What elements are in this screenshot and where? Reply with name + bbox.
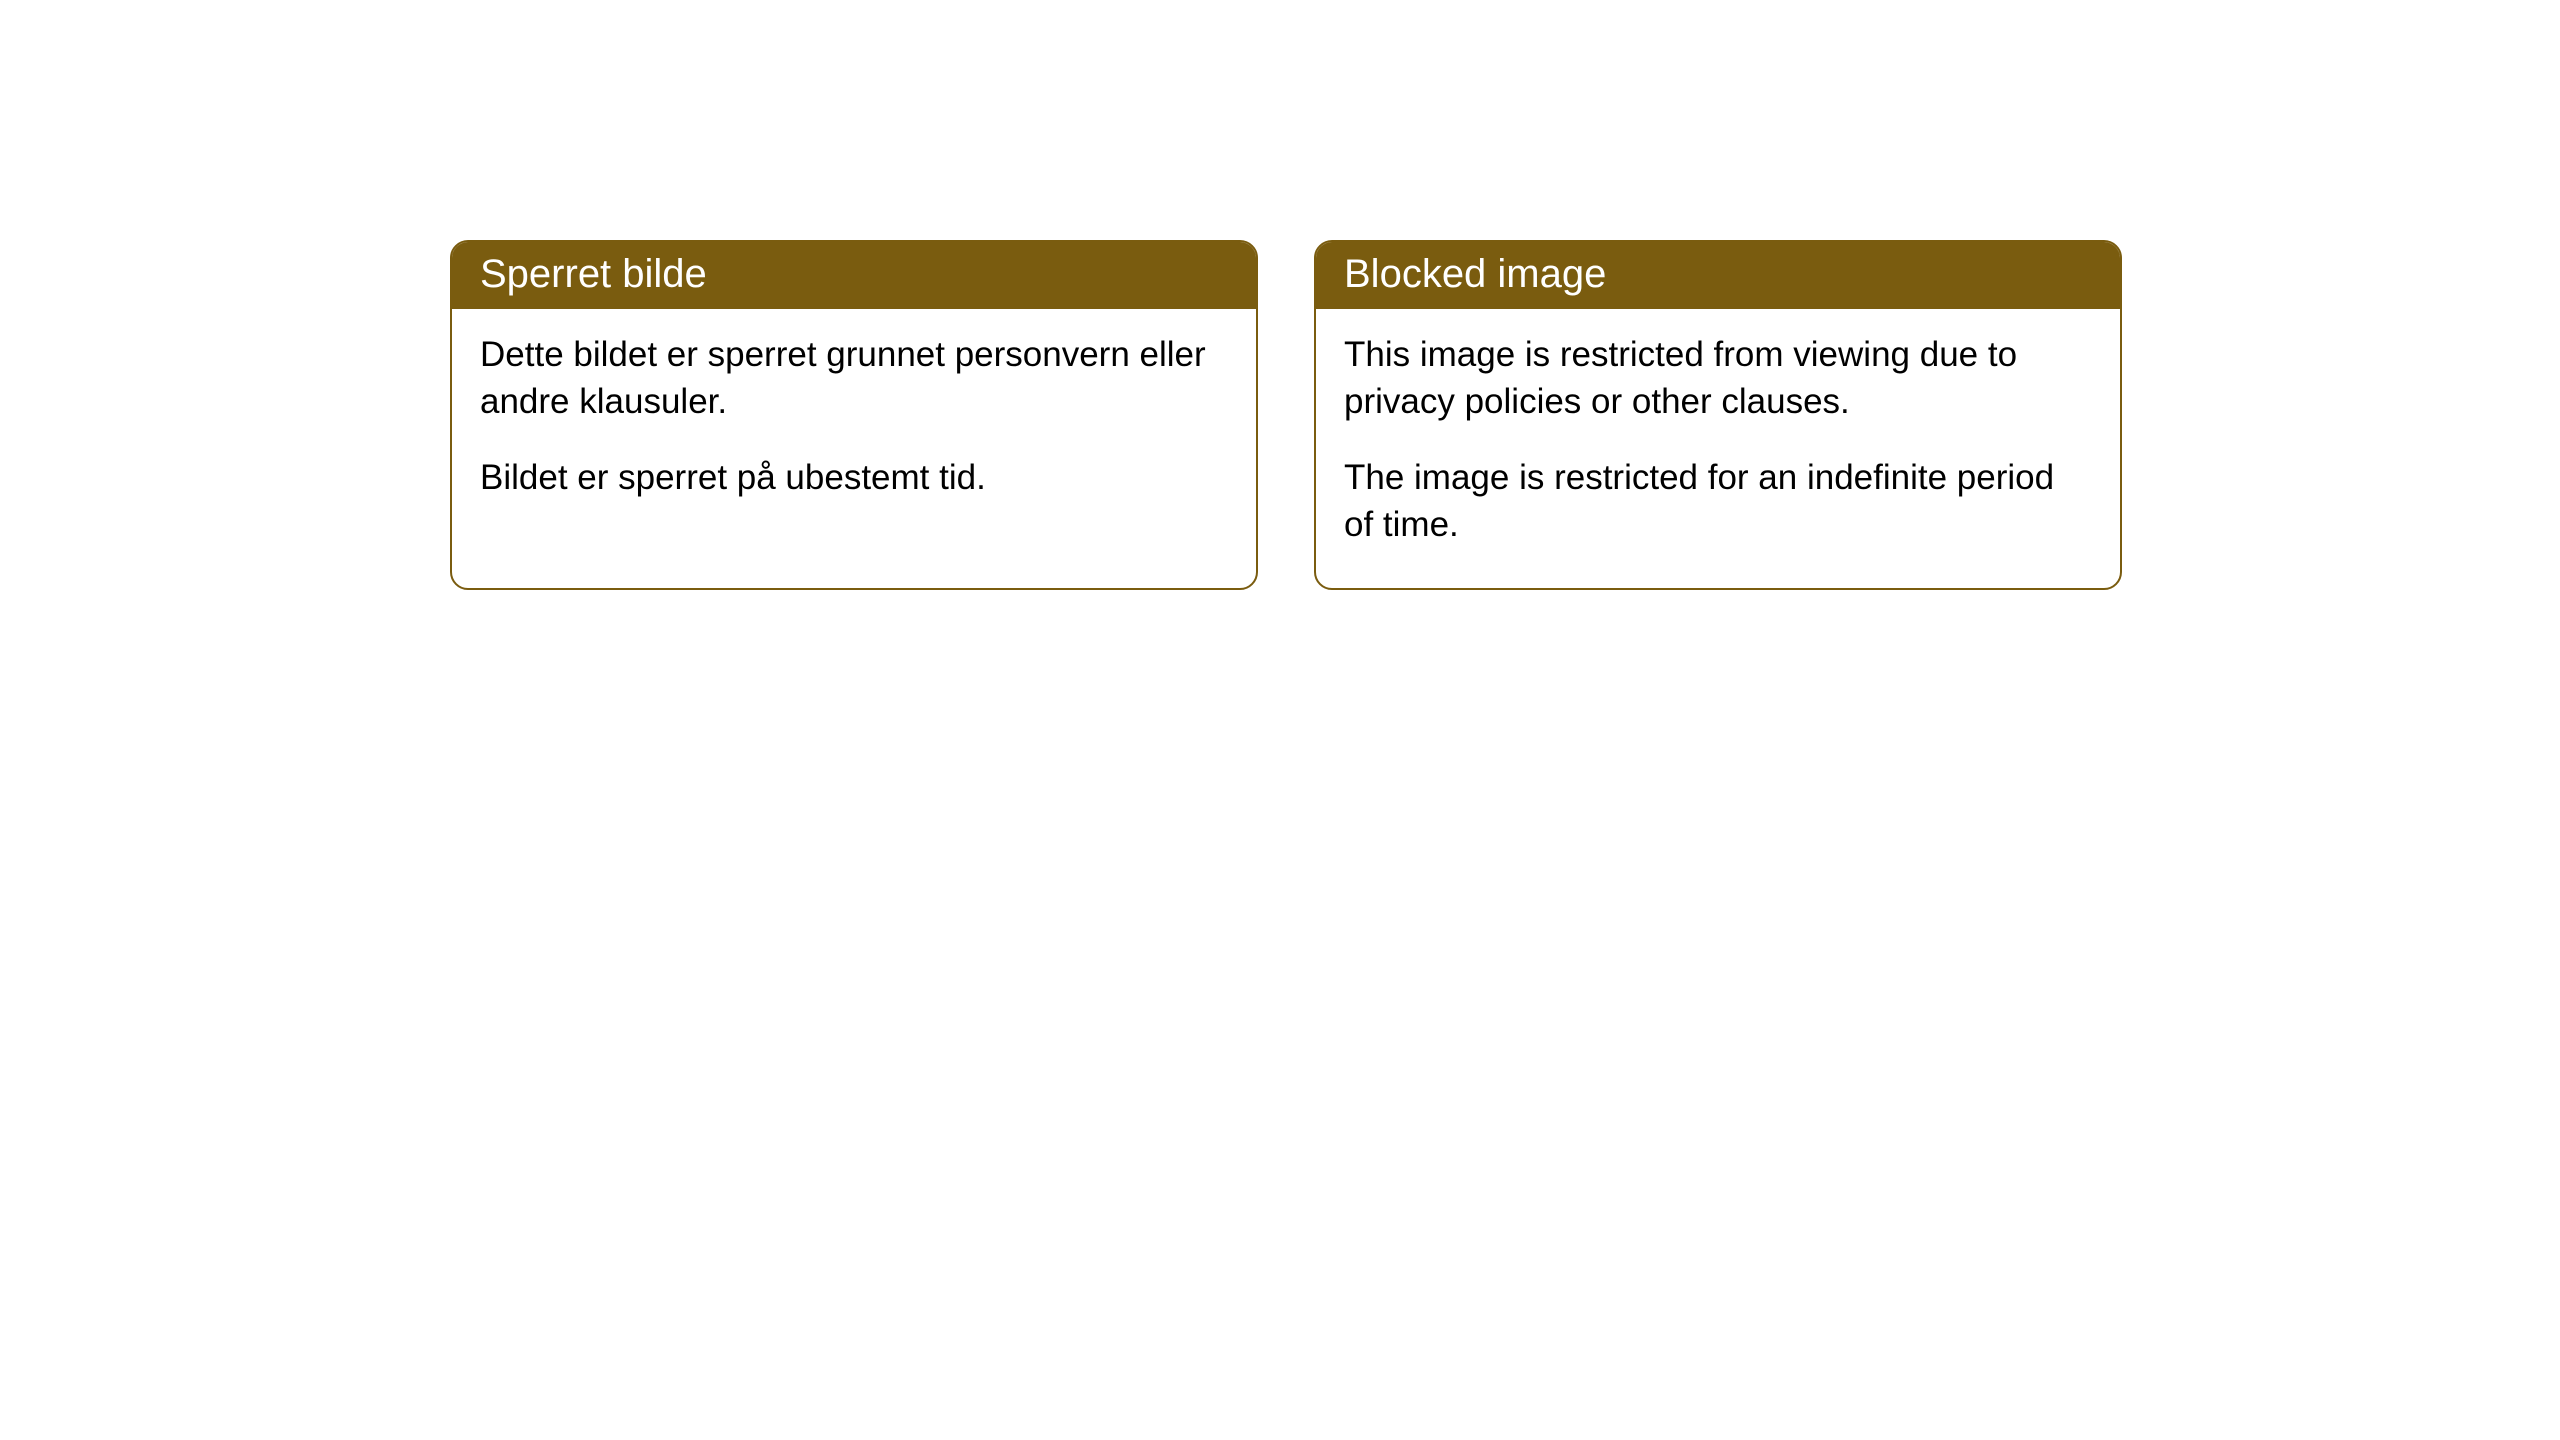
- card-paragraph: This image is restricted from viewing du…: [1344, 331, 2092, 426]
- card-english: Blocked image This image is restricted f…: [1314, 240, 2122, 590]
- card-paragraph: Dette bildet er sperret grunnet personve…: [480, 331, 1228, 426]
- card-paragraph: Bildet er sperret på ubestemt tid.: [480, 454, 1228, 501]
- card-header-english: Blocked image: [1316, 242, 2120, 309]
- card-body-english: This image is restricted from viewing du…: [1316, 309, 2120, 588]
- card-body-norwegian: Dette bildet er sperret grunnet personve…: [452, 309, 1256, 541]
- card-paragraph: The image is restricted for an indefinit…: [1344, 454, 2092, 549]
- card-header-norwegian: Sperret bilde: [452, 242, 1256, 309]
- cards-container: Sperret bilde Dette bildet er sperret gr…: [450, 240, 2122, 590]
- card-norwegian: Sperret bilde Dette bildet er sperret gr…: [450, 240, 1258, 590]
